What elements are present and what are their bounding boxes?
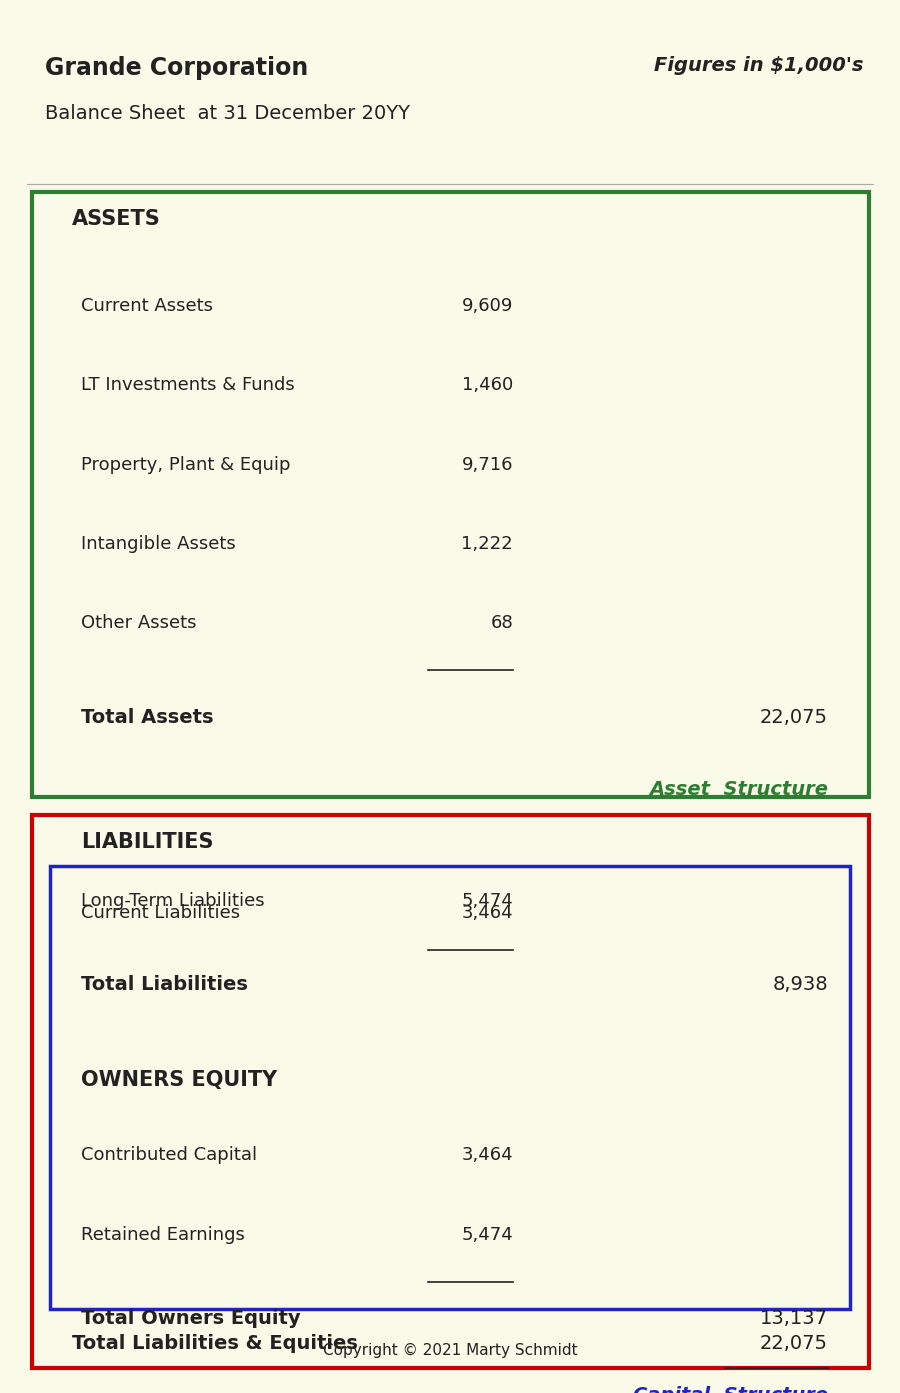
Text: Current Assets: Current Assets bbox=[81, 297, 213, 315]
Text: ASSETS: ASSETS bbox=[72, 209, 161, 228]
Text: LIABILITIES: LIABILITIES bbox=[81, 832, 213, 851]
Text: 3,464: 3,464 bbox=[462, 904, 513, 922]
Text: Asset  Structure: Asset Structure bbox=[649, 780, 828, 800]
Text: Total Liabilities: Total Liabilities bbox=[81, 975, 248, 995]
Bar bbox=[50, 866, 850, 1309]
Text: 8,938: 8,938 bbox=[772, 975, 828, 995]
Text: 68: 68 bbox=[491, 614, 513, 632]
Text: Intangible Assets: Intangible Assets bbox=[81, 535, 236, 553]
Text: Property, Plant & Equip: Property, Plant & Equip bbox=[81, 456, 291, 474]
Text: Retained Earnings: Retained Earnings bbox=[81, 1226, 245, 1244]
Text: Current Liabilities: Current Liabilities bbox=[81, 904, 240, 922]
Text: 9,609: 9,609 bbox=[462, 297, 513, 315]
Text: 1,460: 1,460 bbox=[462, 376, 513, 394]
Text: Other Assets: Other Assets bbox=[81, 614, 196, 632]
Text: LT Investments & Funds: LT Investments & Funds bbox=[81, 376, 295, 394]
Text: Grande Corporation: Grande Corporation bbox=[45, 56, 308, 79]
Text: Capital  Structure: Capital Structure bbox=[633, 1386, 828, 1393]
Text: Balance Sheet  at 31 December 20YY: Balance Sheet at 31 December 20YY bbox=[45, 104, 410, 124]
Text: 5,474: 5,474 bbox=[461, 1226, 513, 1244]
Text: 22,075: 22,075 bbox=[760, 708, 828, 727]
Text: 22,075: 22,075 bbox=[760, 1334, 828, 1354]
Text: 13,137: 13,137 bbox=[760, 1309, 828, 1329]
Text: Figures in $1,000's: Figures in $1,000's bbox=[654, 56, 864, 75]
Bar bbox=[32, 815, 868, 1368]
Text: 5,474: 5,474 bbox=[461, 892, 513, 910]
Text: Total Owners Equity: Total Owners Equity bbox=[81, 1309, 301, 1329]
Text: Long-Term Liabilities: Long-Term Liabilities bbox=[81, 892, 265, 910]
Text: Total Assets: Total Assets bbox=[81, 708, 213, 727]
Text: Contributed Capital: Contributed Capital bbox=[81, 1146, 257, 1165]
Text: Total Liabilities & Equities: Total Liabilities & Equities bbox=[72, 1334, 358, 1354]
Text: Copyright © 2021 Marty Schmidt: Copyright © 2021 Marty Schmidt bbox=[323, 1343, 577, 1358]
Text: 9,716: 9,716 bbox=[462, 456, 513, 474]
Text: 1,222: 1,222 bbox=[462, 535, 513, 553]
Bar bbox=[32, 192, 868, 797]
Text: 3,464: 3,464 bbox=[462, 1146, 513, 1165]
Text: OWNERS EQUITY: OWNERS EQUITY bbox=[81, 1070, 277, 1089]
